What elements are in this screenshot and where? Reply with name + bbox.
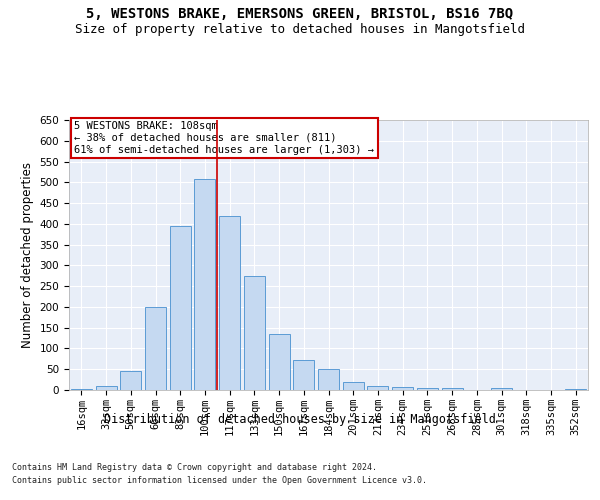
Bar bbox=[392, 386, 413, 390]
Text: Contains public sector information licensed under the Open Government Licence v3: Contains public sector information licen… bbox=[12, 476, 427, 485]
Bar bbox=[269, 334, 290, 390]
Bar bbox=[565, 389, 586, 390]
Bar bbox=[95, 386, 116, 390]
Y-axis label: Number of detached properties: Number of detached properties bbox=[21, 162, 34, 348]
Bar bbox=[71, 389, 92, 390]
Text: 5 WESTONS BRAKE: 108sqm
← 38% of detached houses are smaller (811)
61% of semi-d: 5 WESTONS BRAKE: 108sqm ← 38% of detache… bbox=[74, 122, 374, 154]
Bar bbox=[244, 276, 265, 390]
Text: Distribution of detached houses by size in Mangotsfield: Distribution of detached houses by size … bbox=[104, 412, 496, 426]
Bar bbox=[367, 386, 388, 390]
Bar bbox=[120, 372, 141, 390]
Bar bbox=[318, 369, 339, 390]
Bar bbox=[219, 216, 240, 390]
Text: Contains HM Land Registry data © Crown copyright and database right 2024.: Contains HM Land Registry data © Crown c… bbox=[12, 462, 377, 471]
Bar bbox=[442, 388, 463, 390]
Bar bbox=[417, 388, 438, 390]
Bar bbox=[194, 180, 215, 390]
Text: 5, WESTONS BRAKE, EMERSONS GREEN, BRISTOL, BS16 7BQ: 5, WESTONS BRAKE, EMERSONS GREEN, BRISTO… bbox=[86, 8, 514, 22]
Bar bbox=[343, 382, 364, 390]
Bar bbox=[170, 226, 191, 390]
Bar bbox=[491, 388, 512, 390]
Bar bbox=[145, 307, 166, 390]
Text: Size of property relative to detached houses in Mangotsfield: Size of property relative to detached ho… bbox=[75, 22, 525, 36]
Bar bbox=[293, 360, 314, 390]
